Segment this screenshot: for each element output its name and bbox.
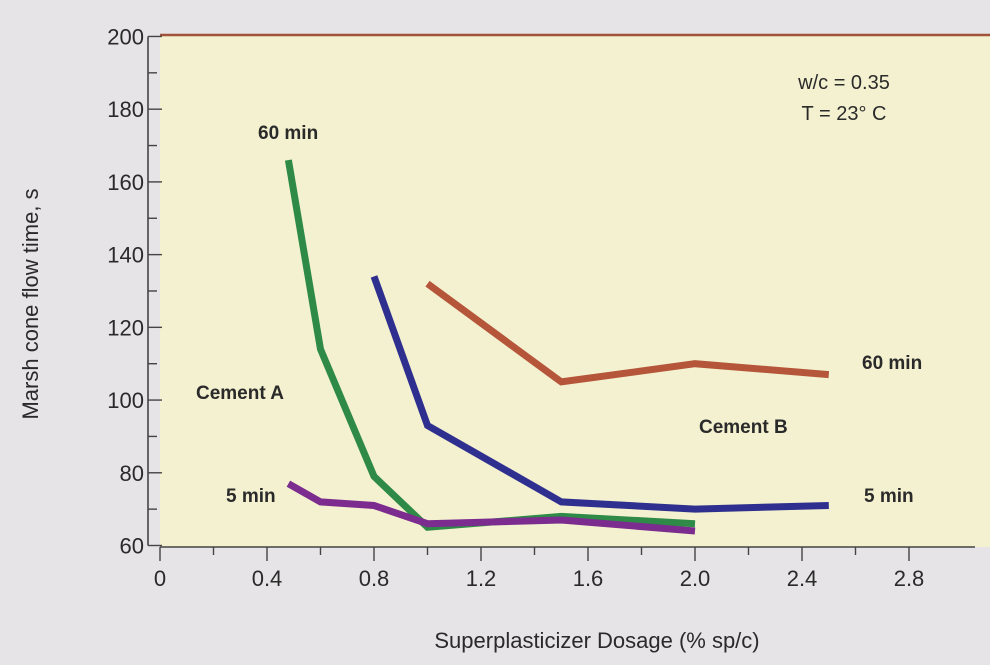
series-layer bbox=[284, 159, 830, 535]
x-tick-label: 2.8 bbox=[894, 566, 925, 591]
y-tick-label: 60 bbox=[120, 534, 144, 559]
y-tick-label: 200 bbox=[107, 24, 144, 49]
plot-area bbox=[160, 35, 990, 547]
label-cement-b: Cement B bbox=[699, 417, 788, 438]
label-cement-a: Cement A bbox=[196, 383, 284, 404]
condition-temp: T = 23° C bbox=[802, 103, 887, 125]
label-b-5min: 5 min bbox=[864, 486, 914, 507]
y-tick-label: 180 bbox=[107, 97, 144, 122]
series-line-cement-a-60-min bbox=[284, 159, 696, 531]
label-b-60min: 60 min bbox=[862, 353, 922, 374]
y-tick-label: 120 bbox=[107, 315, 144, 340]
x-tick-label: 2.4 bbox=[787, 566, 818, 591]
series-line-cement-a-5-min bbox=[286, 480, 696, 535]
y-axis: 60 80 100 120 140 160 180 200 bbox=[107, 24, 162, 559]
label-a-60min: 60 min bbox=[258, 123, 318, 144]
y-tick-label: 100 bbox=[107, 388, 144, 413]
label-a-5min: 5 min bbox=[226, 486, 276, 507]
y-tick-label: 80 bbox=[120, 461, 144, 486]
y-tick-label: 160 bbox=[107, 170, 144, 195]
x-axis: 0 0.4 0.8 1.2 1.6 2.0 2.4 2.8 bbox=[154, 546, 975, 591]
y-axis-title: Marsh cone flow time, s bbox=[18, 188, 43, 419]
series-line-cement-b-60-min bbox=[425, 280, 830, 386]
x-tick-label: 0 bbox=[154, 566, 166, 591]
x-tick-label: 0.4 bbox=[252, 566, 283, 591]
x-tick-label: 2.0 bbox=[680, 566, 711, 591]
x-tick-label: 1.2 bbox=[466, 566, 497, 591]
x-tick-label: 1.6 bbox=[573, 566, 604, 591]
x-tick-label: 0.8 bbox=[359, 566, 390, 591]
condition-wc: w/c = 0.35 bbox=[797, 72, 890, 94]
x-axis-title: Superplasticizer Dosage (% sp/c) bbox=[434, 628, 759, 653]
y-tick-label: 140 bbox=[107, 243, 144, 268]
